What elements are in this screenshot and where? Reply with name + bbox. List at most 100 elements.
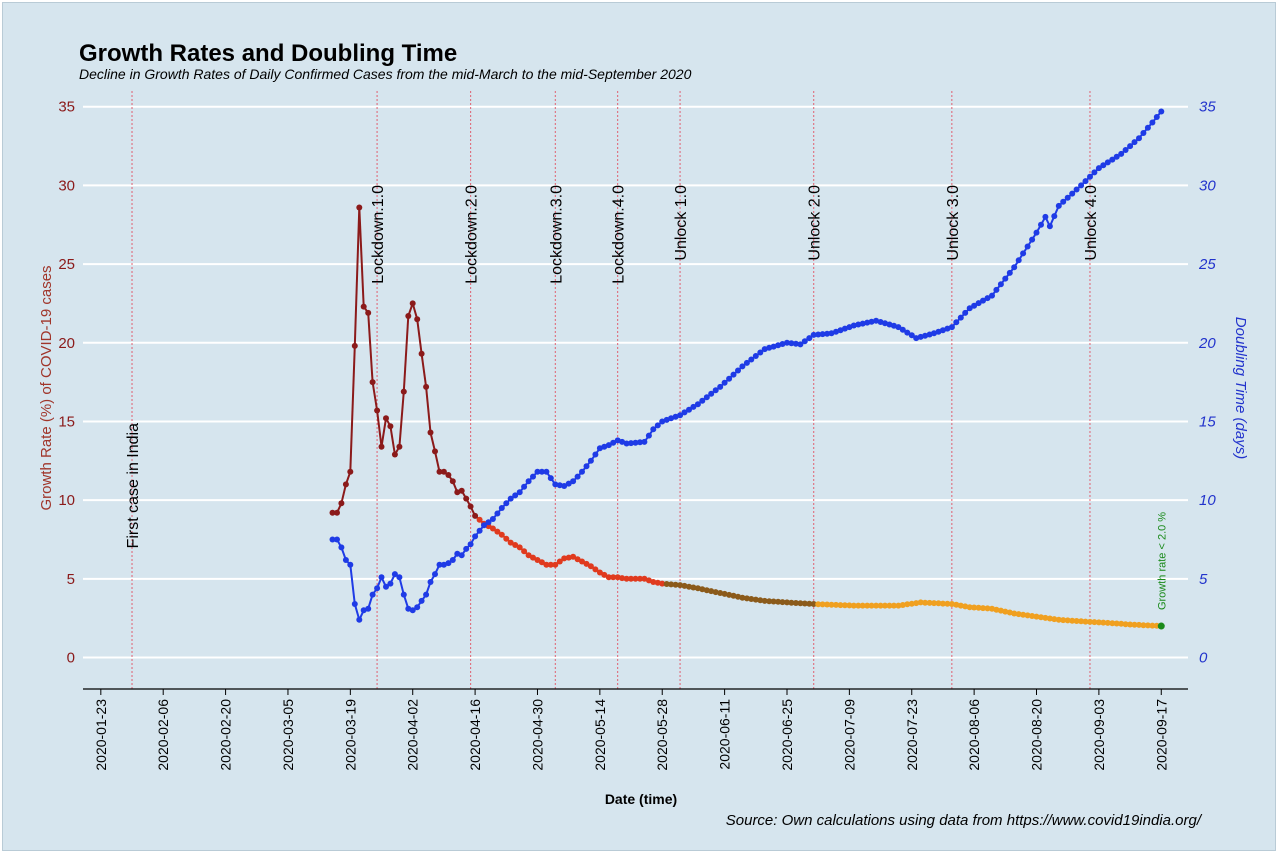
point-doubling-63: [610, 439, 617, 446]
point-doubling-142: [962, 309, 969, 316]
point-growth-126: [890, 602, 897, 609]
point-doubling-6: [356, 616, 363, 623]
point-doubling-156: [1024, 243, 1031, 250]
point-doubling-24: [436, 561, 443, 568]
point-doubling-10: [374, 585, 381, 592]
point-doubling-113: [833, 328, 839, 335]
point-doubling-140: [953, 319, 960, 326]
y-left-tick-25: 25: [58, 256, 75, 273]
point-growth-162: [1051, 616, 1058, 623]
point-doubling-11: [378, 574, 385, 581]
point-doubling-164: [1060, 198, 1067, 205]
axes: 0 5 10 15 20 25 30 35 0 5 10 15 20 25 30 35 2020-01-23 20…: [58, 99, 1216, 771]
point-growth-145: [975, 604, 982, 611]
point-growth-33: [476, 516, 483, 523]
point-growth-106: [801, 600, 808, 607]
point-growth-77: [672, 581, 679, 588]
point-growth-153: [1011, 610, 1018, 617]
point-growth-14: [391, 451, 398, 458]
point-growth-115: [841, 602, 848, 609]
point-growth-97: [761, 597, 768, 604]
point-doubling-160: [1042, 213, 1049, 220]
point-growth-140: [953, 601, 960, 608]
point-growth-88: [721, 590, 728, 597]
point-doubling-147: [984, 295, 991, 302]
point-growth-25: [440, 468, 447, 475]
point-growth-118: [855, 602, 862, 609]
point-growth-75: [663, 581, 670, 587]
event-markers: First case in India Lockdown.1.0 Lockdown.…: [125, 91, 1100, 689]
point-doubling-85: [708, 390, 715, 397]
point-doubling-166: [1069, 190, 1076, 197]
point-doubling-144: [971, 302, 978, 309]
point-doubling-88: [721, 379, 728, 386]
segment-growth-6: [358, 207, 365, 307]
point-doubling-185: [1153, 114, 1160, 120]
point-growth-62: [605, 574, 612, 581]
point-doubling-43: [521, 483, 528, 490]
y-right-tick-25: 25: [1198, 256, 1216, 273]
segment-growth-15: [398, 391, 405, 447]
point-growth-29: [458, 487, 465, 494]
point-doubling-127: [895, 324, 902, 331]
point-doubling-82: [694, 401, 701, 408]
x-tick-2020-03-05: 2020-03-05: [280, 699, 296, 771]
point-doubling-9: [369, 591, 376, 598]
point-doubling-126: [890, 322, 897, 329]
point-doubling-52: [561, 483, 568, 489]
point-growth-151: [1002, 608, 1009, 615]
point-growth-16: [400, 388, 407, 395]
point-growth-96: [757, 597, 764, 604]
point-doubling-41: [512, 492, 519, 499]
y-right-tick-0: 0: [1199, 650, 1208, 667]
y-left-tick-5: 5: [67, 571, 75, 588]
point-growth-171: [1091, 619, 1098, 626]
point-doubling-143: [966, 305, 973, 312]
point-growth-122: [873, 602, 880, 609]
x-tick-2020-08-20: 2020-08-20: [1029, 699, 1045, 771]
point-doubling-66: [623, 440, 630, 447]
point-doubling-154: [1015, 257, 1022, 264]
y-left-tick-30: 30: [58, 177, 75, 194]
point-doubling-169: [1082, 178, 1089, 185]
point-growth-98: [766, 598, 773, 605]
point-doubling-81: [690, 403, 697, 410]
point-doubling-99: [770, 343, 777, 350]
point-growth-90: [730, 592, 737, 599]
point-growth-19: [414, 316, 421, 323]
point-doubling-148: [989, 292, 995, 299]
point-doubling-19: [414, 604, 421, 611]
point-doubling-16: [400, 591, 407, 598]
point-growth-15: [396, 443, 403, 450]
point-growth-4: [347, 468, 354, 475]
point-doubling-84: [703, 394, 710, 401]
point-growth-27: [449, 478, 456, 485]
point-doubling-57: [583, 463, 590, 470]
point-growth-117: [850, 602, 857, 609]
point-growth-120: [864, 602, 871, 609]
point-growth-111: [824, 601, 831, 608]
point-growth-112: [828, 601, 835, 608]
x-tick-2020-07-09: 2020-07-09: [841, 699, 857, 771]
point-growth-121: [868, 602, 875, 609]
point-growth-6: [356, 204, 363, 211]
point-doubling-146: [980, 297, 986, 304]
point-doubling-171: [1091, 169, 1098, 176]
segment-growth-20: [420, 353, 428, 388]
point-doubling-37: [494, 510, 501, 517]
point-growth-40: [507, 539, 514, 546]
point-growth-37: [494, 528, 501, 535]
point-growth-177: [1118, 620, 1125, 627]
point-doubling-117: [850, 322, 857, 329]
point-growth-95: [752, 596, 759, 603]
point-doubling-133: [922, 332, 929, 339]
point-doubling-54: [570, 478, 577, 485]
point-growth-68: [632, 575, 639, 582]
point-doubling-42: [516, 489, 523, 496]
point-doubling-3: [342, 557, 349, 563]
point-doubling-62: [605, 442, 612, 449]
point-growth-183: [1144, 622, 1151, 629]
point-growth-54: [570, 553, 577, 560]
y-left-tick-20: 20: [58, 335, 75, 352]
point-doubling-68: [632, 439, 639, 446]
